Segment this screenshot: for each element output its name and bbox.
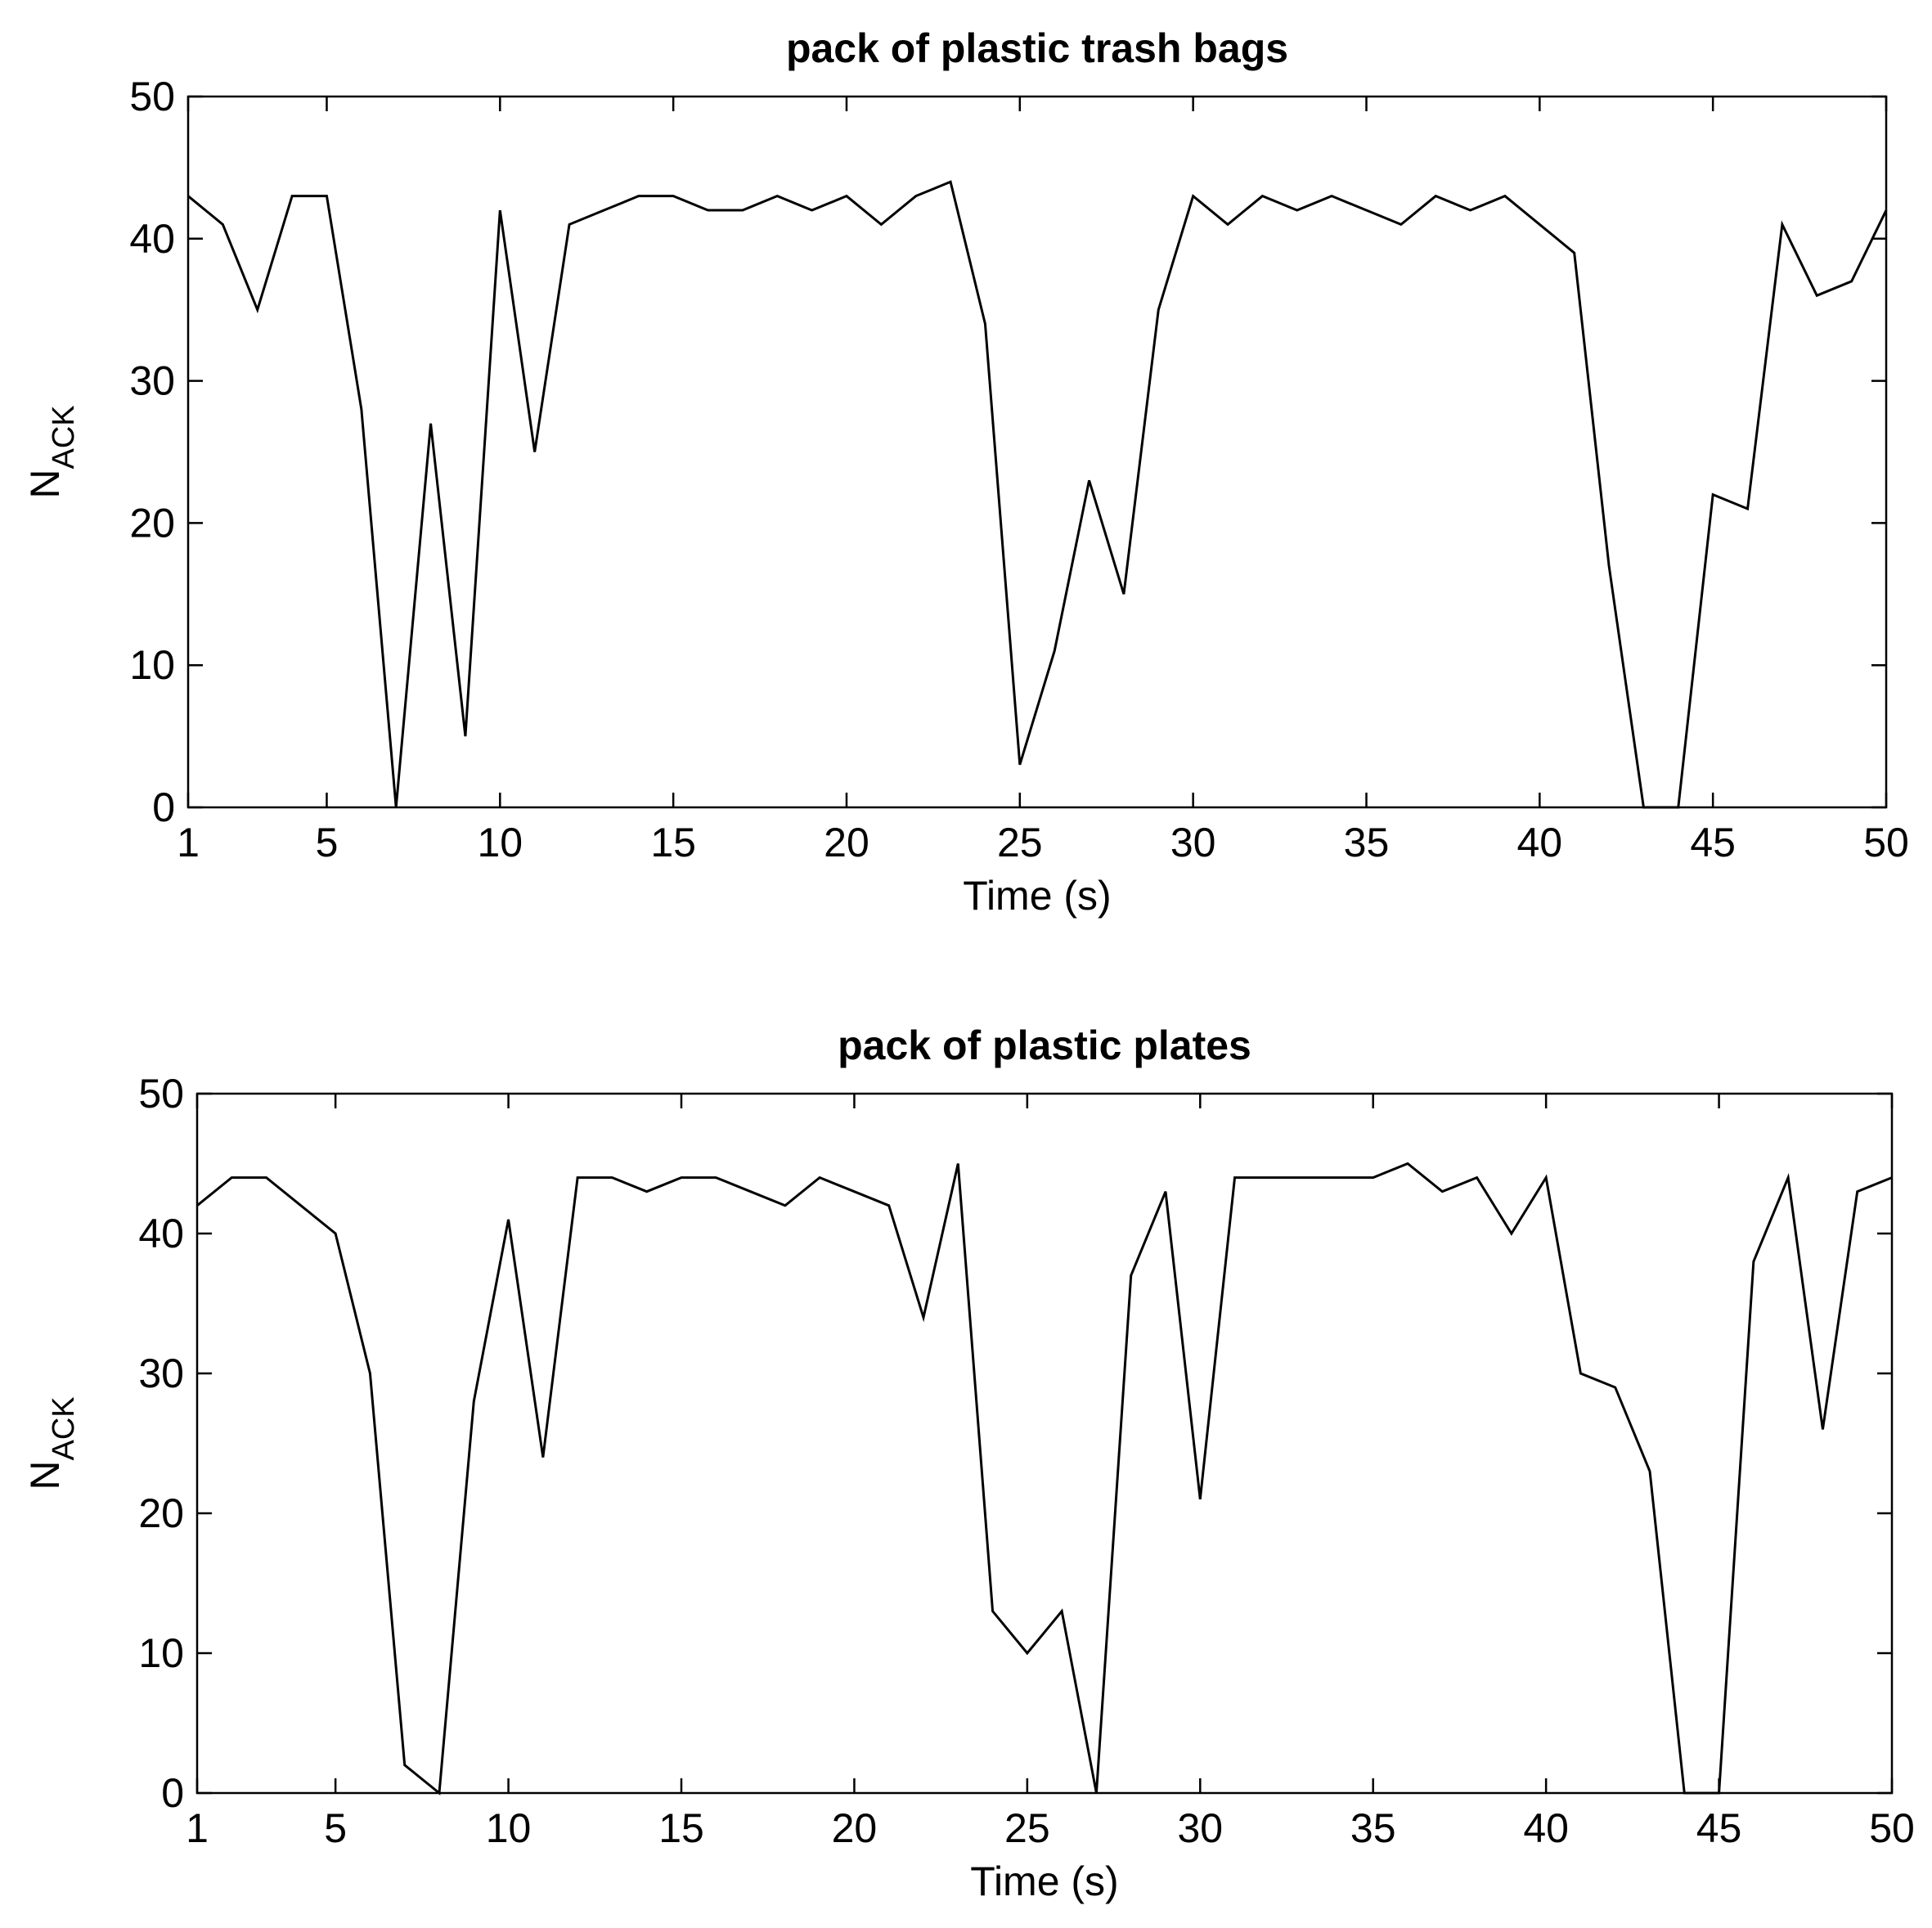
y-tick-label: 20 xyxy=(138,1490,184,1536)
x-tick-label: 35 xyxy=(1344,820,1390,865)
x-tick-label: 10 xyxy=(486,1805,532,1851)
x-tick-label: 30 xyxy=(1177,1805,1223,1851)
data-line xyxy=(187,180,1888,809)
x-tick-label: 25 xyxy=(997,820,1043,865)
x-axis-label: Time (s) xyxy=(963,873,1111,919)
x-tick-label: 50 xyxy=(1863,820,1909,865)
x-tick-label: 45 xyxy=(1690,820,1736,865)
y-axis-label-main: N xyxy=(22,470,68,499)
x-tick-label: 5 xyxy=(316,820,339,865)
x-tick-label: 1 xyxy=(186,1805,209,1851)
y-axis-label: NACK xyxy=(22,405,81,498)
x-tick-label: 40 xyxy=(1517,820,1563,865)
y-tick-label: 50 xyxy=(138,1071,184,1117)
y-tick-label: 20 xyxy=(129,500,175,546)
y-tick-label: 10 xyxy=(138,1630,184,1676)
axes-frame xyxy=(195,1092,1894,1795)
x-tick-label: 5 xyxy=(324,1805,347,1851)
chart-title: pack of plastic trash bags xyxy=(786,25,1288,71)
x-tick-label: 50 xyxy=(1869,1805,1915,1851)
data-line xyxy=(196,1162,1893,1795)
x-tick-label: 15 xyxy=(650,820,696,865)
x-axis-label: Time (s) xyxy=(970,1858,1118,1904)
y-axis-label-main: N xyxy=(22,1461,68,1490)
y-tick-label: 40 xyxy=(138,1211,184,1256)
y-axis-label-sub: ACK xyxy=(47,1396,81,1460)
y-axis-label: NACK xyxy=(22,1396,81,1490)
x-tick-label: 10 xyxy=(477,820,523,865)
x-tick-label: 25 xyxy=(1004,1805,1050,1851)
x-tick-label: 1 xyxy=(177,820,200,865)
x-tick-label: 15 xyxy=(658,1805,704,1851)
x-tick-label: 45 xyxy=(1696,1805,1742,1851)
chart-title: pack of plastic plates xyxy=(838,1022,1251,1068)
x-tick-label: 35 xyxy=(1350,1805,1396,1851)
x-tick-label: 20 xyxy=(832,1805,878,1851)
y-tick-label: 0 xyxy=(152,784,175,830)
y-tick-label: 30 xyxy=(129,358,175,404)
x-tick-label: 20 xyxy=(824,820,869,865)
y-tick-label: 50 xyxy=(129,74,175,119)
y-tick-label: 0 xyxy=(161,1770,184,1816)
y-tick-label: 30 xyxy=(138,1350,184,1396)
y-tick-label: 40 xyxy=(129,216,175,262)
axes-frame xyxy=(186,95,1888,809)
y-tick-label: 10 xyxy=(129,642,175,688)
x-tick-label: 40 xyxy=(1523,1805,1569,1851)
y-axis-label-sub: ACK xyxy=(47,405,81,469)
x-tick-label: 30 xyxy=(1170,820,1216,865)
